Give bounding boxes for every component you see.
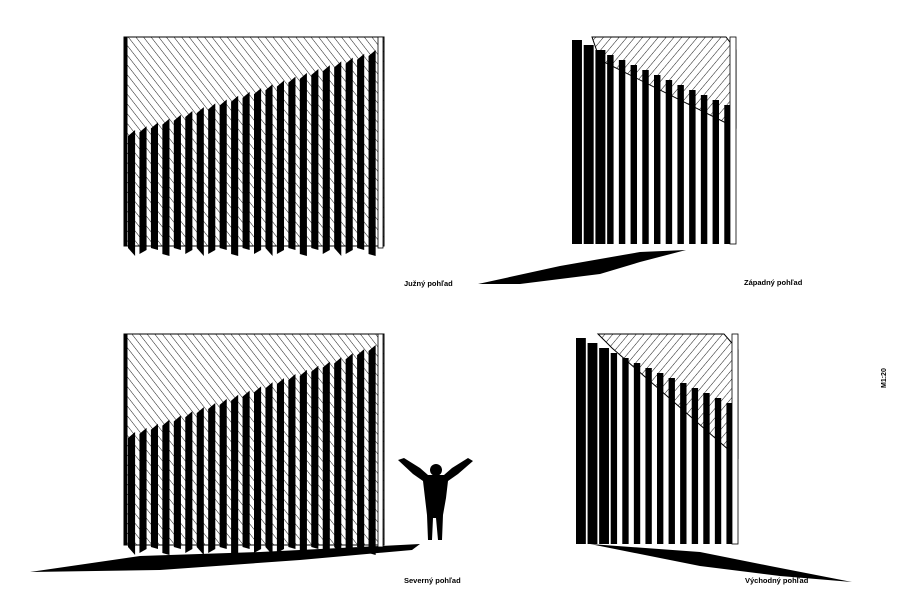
- facade-slat: [208, 103, 216, 254]
- facade-slat: [173, 114, 181, 250]
- facade-slat: [128, 432, 136, 555]
- facade-slat: [276, 80, 285, 254]
- facade-slat: [630, 65, 638, 244]
- facade-slat: [680, 383, 687, 544]
- facade-slat: [368, 50, 376, 256]
- corner-post: [729, 36, 737, 245]
- facade-slat: [633, 363, 641, 544]
- facade-slat: [173, 415, 181, 549]
- facade-slat: [645, 368, 652, 544]
- facade-slat: [334, 357, 342, 555]
- facade-slat: [691, 388, 699, 544]
- facade-slat: [139, 427, 147, 553]
- facade-slat: [311, 365, 319, 549]
- ground-shadow: [590, 544, 852, 582]
- facade-slat: [654, 75, 661, 244]
- human-figure-silhouette: [398, 458, 473, 540]
- facade-slat: [724, 105, 731, 244]
- facade-slat: [322, 361, 330, 553]
- facade-slat: [642, 70, 649, 244]
- facade-slat: [587, 343, 598, 544]
- facade-slat: [231, 95, 239, 256]
- facade-slat: [288, 374, 296, 549]
- facade-slat: [299, 369, 307, 555]
- facade-slat: [265, 84, 273, 257]
- facade-slat: [618, 60, 626, 244]
- facade-slat: [576, 338, 586, 544]
- facade-slat: [700, 95, 708, 244]
- facade-slat: [162, 118, 170, 256]
- facade-slat: [599, 348, 609, 544]
- facade-slat: [322, 65, 330, 254]
- corner-post: [377, 333, 384, 548]
- facade-slat: [572, 40, 582, 244]
- corner-post: [731, 333, 739, 545]
- facade-slat: [150, 122, 159, 250]
- north-elevation: [30, 333, 420, 572]
- caption-south: Južný pohľad: [404, 279, 453, 288]
- east-elevation: [576, 333, 852, 582]
- facade-slat: [288, 76, 296, 251]
- facade-slat: [357, 53, 365, 250]
- facade-slat: [345, 57, 353, 254]
- facade-slat: [162, 419, 170, 555]
- facade-slat: [231, 394, 239, 555]
- facade-slat: [185, 110, 193, 254]
- facade-slat: [196, 407, 204, 555]
- ground-shadow: [478, 250, 686, 284]
- facade-slat: [185, 411, 193, 553]
- facade-slat: [311, 69, 319, 250]
- facade-slat: [254, 88, 262, 254]
- caption-east: Východný pohľad: [745, 576, 809, 585]
- facade-slat: [150, 423, 159, 549]
- caption-north: Severný pohľad: [404, 576, 461, 585]
- facade-slat: [219, 99, 227, 251]
- facade-slat: [583, 45, 594, 244]
- facade-slat: [610, 353, 618, 544]
- facade-slat: [689, 90, 696, 244]
- facade-slat: [276, 378, 285, 553]
- facade-slat: [712, 100, 720, 244]
- facade-slat: [607, 55, 614, 244]
- ground-shadow: [30, 544, 420, 572]
- west-elevation: [478, 36, 737, 284]
- facade-slat: [299, 72, 307, 256]
- facade-slat: [726, 403, 733, 544]
- facade-slat: [208, 403, 216, 553]
- facade-slat: [219, 398, 227, 549]
- facade-slat: [665, 80, 673, 244]
- facade-slat: [242, 390, 250, 549]
- facade-slat: [345, 353, 353, 553]
- facade-slat: [595, 50, 606, 244]
- caption-west: Západný pohľad: [744, 278, 803, 287]
- corner-post: [377, 36, 384, 249]
- facade-slat: [242, 91, 250, 251]
- facade-slat: [334, 61, 342, 256]
- facade-slat: [265, 382, 273, 555]
- facade-slat: [703, 393, 710, 544]
- facade-slat: [657, 373, 664, 544]
- facade-slat: [357, 349, 365, 549]
- facade-slat: [254, 386, 262, 553]
- facade-slat: [139, 126, 147, 254]
- facade-slat: [677, 85, 684, 244]
- scale-label: M1:20: [881, 368, 888, 388]
- facade-slat: [622, 358, 629, 544]
- facade-slat: [196, 107, 204, 257]
- south-elevation: [123, 36, 385, 257]
- facade-slat: [368, 345, 376, 555]
- facade-slat: [668, 378, 675, 544]
- facade-slat: [128, 130, 136, 256]
- facade-slat: [714, 398, 722, 544]
